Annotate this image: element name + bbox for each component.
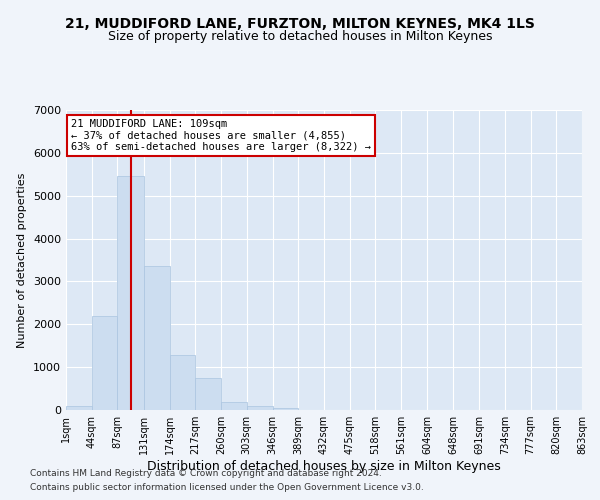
Text: Contains public sector information licensed under the Open Government Licence v3: Contains public sector information licen… bbox=[30, 483, 424, 492]
Bar bbox=[92, 316, 118, 410]
Bar bbox=[118, 176, 144, 410]
Bar bbox=[221, 402, 247, 410]
Text: Size of property relative to detached houses in Milton Keynes: Size of property relative to detached ho… bbox=[108, 30, 492, 43]
Bar bbox=[272, 408, 298, 410]
Bar bbox=[170, 355, 195, 410]
Text: Contains HM Land Registry data © Crown copyright and database right 2024.: Contains HM Land Registry data © Crown c… bbox=[30, 469, 382, 478]
Bar bbox=[195, 378, 221, 410]
X-axis label: Distribution of detached houses by size in Milton Keynes: Distribution of detached houses by size … bbox=[147, 460, 501, 473]
Y-axis label: Number of detached properties: Number of detached properties bbox=[17, 172, 28, 348]
Bar bbox=[247, 406, 272, 410]
Bar bbox=[66, 406, 92, 410]
Bar bbox=[144, 266, 170, 410]
Text: 21 MUDDIFORD LANE: 109sqm
← 37% of detached houses are smaller (4,855)
63% of se: 21 MUDDIFORD LANE: 109sqm ← 37% of detac… bbox=[71, 119, 371, 152]
Text: 21, MUDDIFORD LANE, FURZTON, MILTON KEYNES, MK4 1LS: 21, MUDDIFORD LANE, FURZTON, MILTON KEYN… bbox=[65, 18, 535, 32]
